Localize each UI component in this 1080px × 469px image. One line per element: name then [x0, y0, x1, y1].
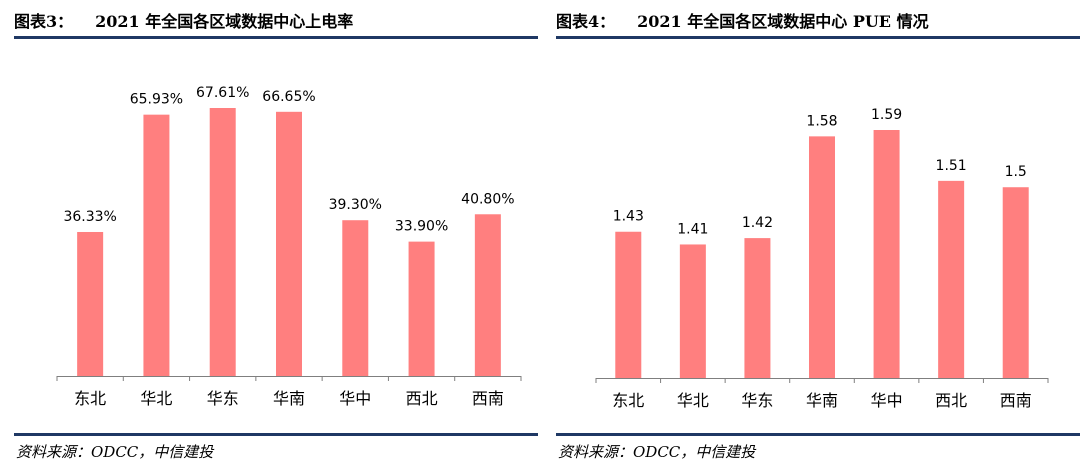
left-bar — [209, 108, 236, 376]
right-bar — [679, 244, 706, 378]
left-bar — [143, 114, 170, 377]
right-figure-title: 图表4： 2021 年全国各区域数据中心 PUE 情况 — [556, 8, 929, 32]
right-category-label: 华南 — [806, 391, 838, 410]
left-figure-label: 图表3： — [14, 12, 74, 31]
right-category-label: 东北 — [612, 391, 644, 410]
right-figure: 图表4： 2021 年全国各区域数据中心 PUE 情况 1.43 东北 1.41 华北 1… — [556, 0, 1080, 469]
right-figure-label: 图表4： — [556, 12, 616, 31]
left-category-label: 华北 — [140, 389, 172, 408]
right-bar — [938, 180, 965, 378]
left-data-label: 40.80% — [461, 191, 514, 207]
right-category-label: 西北 — [935, 391, 967, 410]
right-category-label: 华北 — [677, 391, 709, 410]
left-bar — [342, 220, 369, 376]
right-bar — [615, 231, 642, 378]
right-data-label: 1.42 — [742, 215, 773, 231]
right-data-label: 1.5 — [1005, 164, 1027, 180]
right-chart-title: 2021 年全国各区域数据中心 PUE 情况 — [637, 12, 929, 31]
left-category-label: 西南 — [472, 389, 504, 408]
right-data-label: 1.59 — [871, 107, 902, 123]
left-figure-title: 图表3： 2021 年全国各区域数据中心上电率 — [14, 8, 353, 32]
right-bar — [1002, 187, 1029, 378]
right-data-label: 1.41 — [677, 221, 708, 237]
left-category-label: 华东 — [207, 389, 239, 408]
left-data-label: 33.90% — [395, 219, 448, 235]
left-chart-title: 2021 年全国各区域数据中心上电率 — [95, 12, 354, 31]
left-bar — [474, 214, 501, 376]
left-data-label: 66.65% — [262, 89, 315, 105]
right-title-rule — [556, 36, 1080, 39]
left-data-label: 36.33% — [63, 209, 116, 225]
left-data-label: 67.61% — [196, 85, 249, 101]
right-category-label: 华东 — [741, 391, 773, 410]
left-source-rule — [14, 433, 538, 436]
left-category-label: 华南 — [273, 389, 305, 408]
left-figure: 图表3： 2021 年全国各区域数据中心上电率 36.33% 东北 65.93% 华北 6… — [14, 0, 538, 469]
left-category-label: 东北 — [74, 389, 106, 408]
right-bar — [744, 238, 771, 378]
right-bar — [873, 130, 900, 378]
right-bar — [809, 136, 835, 378]
right-source-rule — [556, 433, 1080, 436]
left-data-label: 65.93% — [130, 92, 183, 108]
left-bar — [408, 241, 435, 376]
left-bar — [77, 231, 104, 376]
left-source-note: 资料来源：ODCC，中信建投 — [16, 443, 214, 461]
right-data-label: 1.58 — [806, 113, 837, 129]
left-bar — [276, 111, 302, 376]
right-bar-chart: 1.43 东北 1.41 华北 1.42 华东 1.58 华南 1.59 华中 1.51 西北 1.5 西… — [595, 107, 1049, 410]
left-data-label: 39.30% — [329, 197, 382, 213]
right-category-label: 华中 — [871, 391, 903, 410]
right-source-note: 资料来源：ODCC，中信建投 — [558, 443, 756, 461]
left-bar-chart: 36.33% 东北 65.93% 华北 67.61% 华东 66.65% 华南 39.30% 华中… — [56, 85, 522, 408]
left-category-label: 西北 — [406, 389, 438, 408]
left-title-rule — [14, 36, 538, 39]
right-data-label: 1.43 — [613, 209, 644, 225]
right-data-label: 1.51 — [936, 158, 967, 174]
right-category-label: 西南 — [1000, 391, 1032, 410]
left-category-label: 华中 — [339, 389, 371, 408]
